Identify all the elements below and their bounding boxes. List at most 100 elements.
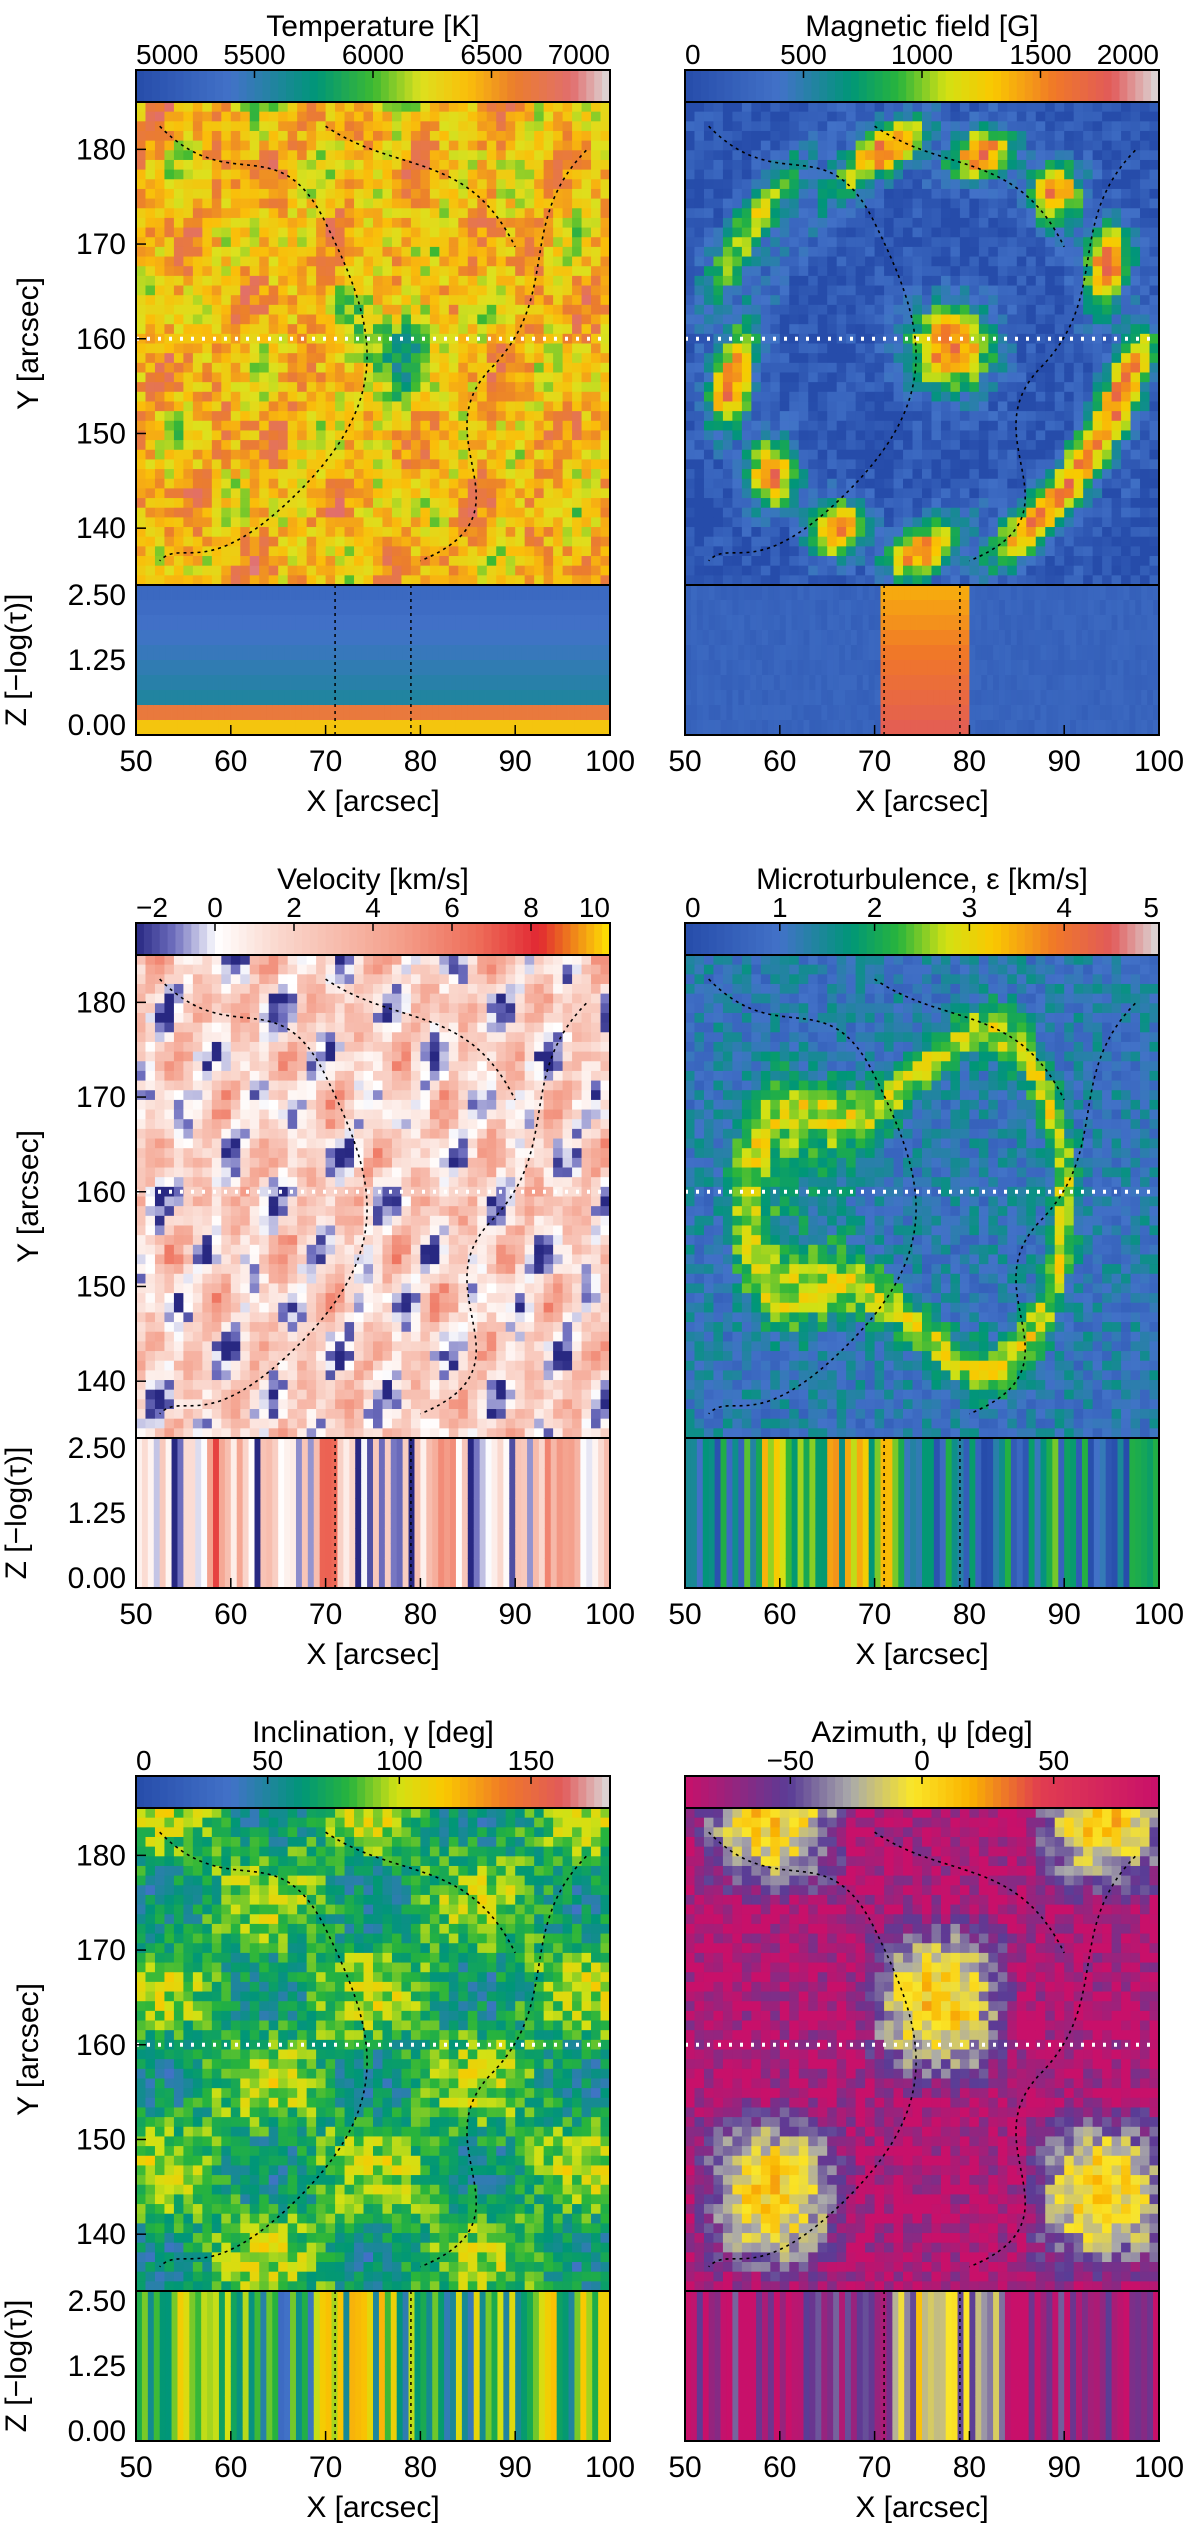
map-cell	[439, 507, 450, 518]
z-cell	[242, 720, 249, 736]
map-cell	[202, 169, 213, 180]
z-cell	[242, 600, 249, 616]
map-cell	[458, 188, 469, 199]
map-cell	[722, 130, 733, 142]
z-cell	[242, 615, 249, 631]
map-cell	[817, 295, 828, 306]
z-cell	[390, 615, 398, 631]
map-cell	[154, 102, 165, 113]
map-cell	[410, 498, 421, 509]
map-cell	[391, 420, 402, 431]
map-cell	[145, 102, 156, 113]
map-cell	[259, 304, 270, 315]
map-cell	[779, 198, 790, 209]
z-cell	[319, 720, 326, 736]
map-cell	[770, 169, 781, 180]
map-cell	[515, 217, 526, 228]
map-cell	[722, 314, 733, 325]
map-cell	[183, 353, 194, 364]
map-cell	[922, 227, 932, 238]
z-cell	[384, 615, 392, 631]
z-cell	[574, 705, 581, 721]
map-cell	[373, 420, 383, 431]
map-cell	[903, 430, 913, 441]
map-cell	[306, 372, 317, 383]
map-cell	[722, 517, 733, 528]
map-cell	[325, 517, 336, 528]
map-cell	[865, 498, 875, 509]
map-cell	[959, 343, 970, 354]
map-cell	[789, 237, 800, 248]
map-cell	[515, 246, 526, 257]
map-cell	[477, 275, 488, 286]
map-cell	[515, 227, 526, 238]
map-cell	[524, 179, 535, 190]
map-cell	[884, 420, 894, 431]
colorbar-segment	[764, 70, 773, 102]
colorbar-segment	[843, 70, 852, 102]
map-cell	[940, 488, 951, 499]
map-cell	[931, 575, 942, 586]
map-cell	[703, 420, 714, 431]
z-cell	[396, 645, 404, 661]
map-cell	[221, 401, 232, 412]
z-cell	[260, 660, 267, 676]
map-cell	[154, 111, 165, 122]
map-cell	[183, 469, 194, 480]
map-cell	[297, 285, 308, 296]
map-cell	[827, 507, 838, 518]
map-cell	[893, 333, 904, 344]
map-cell	[827, 440, 838, 451]
map-cell	[496, 237, 507, 248]
map-cell	[798, 188, 809, 199]
z-cell	[503, 585, 510, 601]
map-cell	[703, 372, 714, 383]
map-cell	[297, 324, 308, 335]
map-cell	[486, 198, 497, 209]
map-cell	[249, 536, 260, 547]
map-cell	[827, 382, 838, 393]
map-cell	[173, 565, 184, 576]
map-cell	[154, 498, 165, 509]
map-cell	[344, 140, 355, 151]
map-cell	[798, 498, 809, 509]
map-cell	[268, 102, 279, 113]
map-cell	[922, 324, 932, 335]
map-cell	[798, 140, 809, 151]
map-cell	[136, 198, 146, 209]
map-cell	[136, 401, 146, 412]
map-cell	[817, 372, 828, 383]
map-cell	[259, 420, 270, 431]
map-cell	[477, 159, 488, 171]
map-cell	[325, 295, 336, 306]
z-cell	[183, 630, 190, 646]
map-cell	[572, 353, 582, 364]
map-cell	[770, 198, 781, 209]
map-cell	[732, 401, 743, 412]
colorbar: 5000 5500 6000 6500 7000	[135, 39, 611, 103]
map-cell	[410, 130, 421, 142]
map-cell	[391, 517, 402, 528]
map-cell	[183, 546, 194, 557]
z-cell	[598, 645, 605, 661]
map-cell	[524, 188, 535, 199]
map-cell	[221, 314, 232, 325]
map-cell	[865, 488, 875, 499]
map-cell	[543, 314, 554, 325]
map-cell	[145, 353, 156, 364]
map-cell	[779, 382, 790, 393]
z-cell	[153, 615, 161, 631]
map-cell	[543, 556, 554, 567]
colorbar-segment	[380, 70, 390, 102]
map-cell	[410, 111, 421, 122]
map-cell	[770, 546, 781, 557]
z-cell	[355, 645, 362, 661]
z-cell	[248, 720, 255, 736]
map-cell	[154, 188, 165, 199]
z-cell	[349, 645, 356, 661]
z-cell	[479, 660, 486, 676]
z-cell	[598, 690, 605, 706]
map-cell	[306, 556, 317, 567]
map-cell	[572, 459, 582, 470]
map-cell	[306, 565, 317, 576]
